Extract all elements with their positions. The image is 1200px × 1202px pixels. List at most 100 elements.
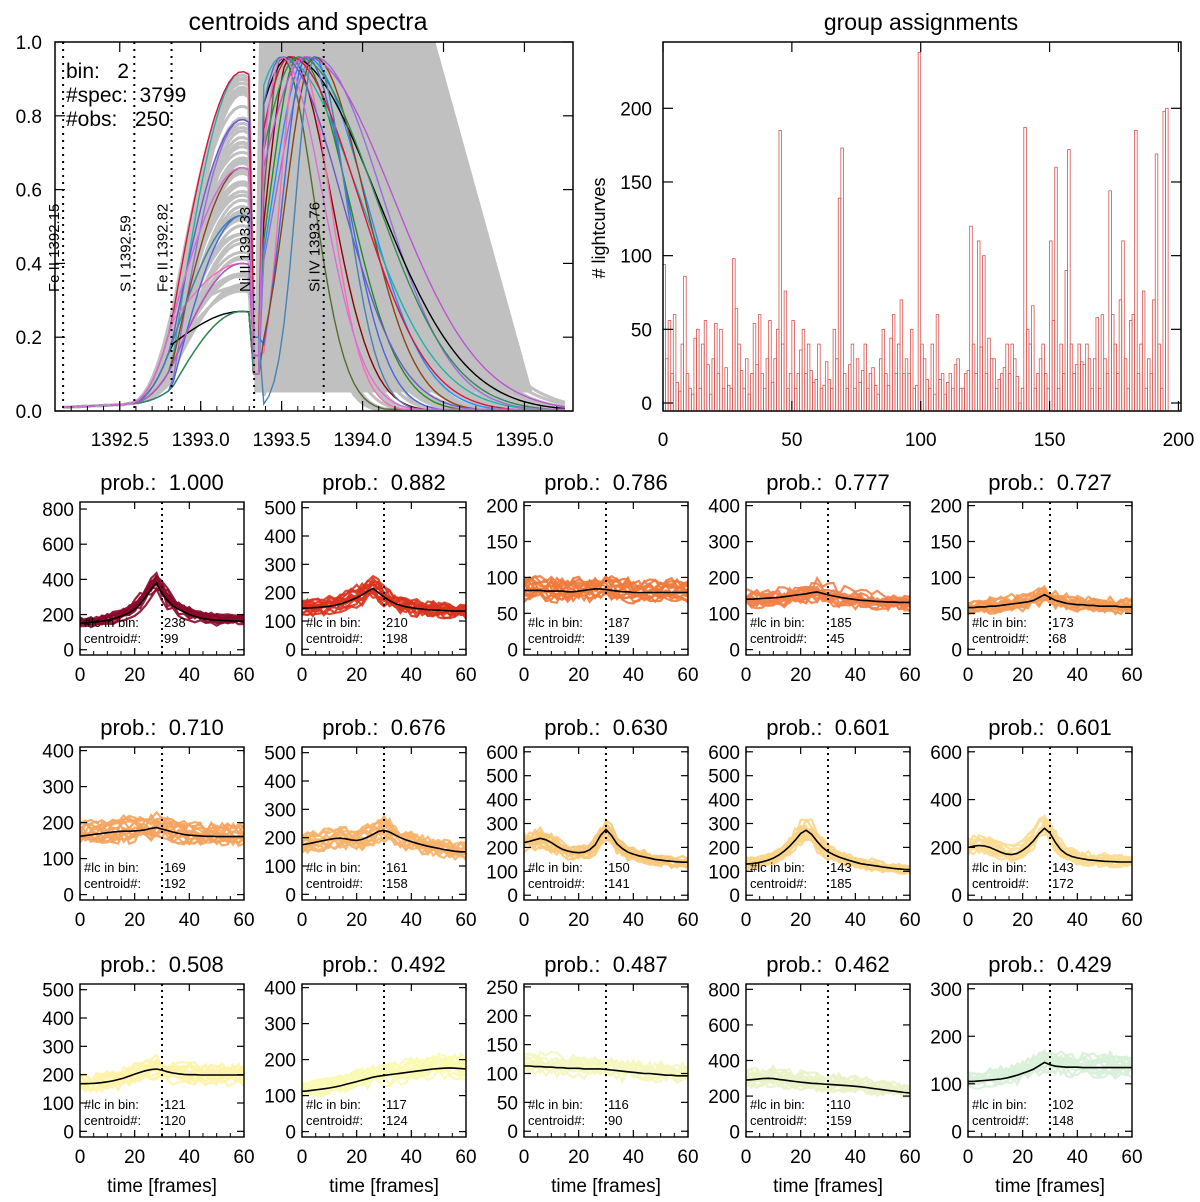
- lightcurve-lc-count: #lc in bin:: [84, 860, 139, 875]
- lightcurve-centroid: centroid#:: [84, 876, 141, 891]
- lightcurve-y-tick-label: 600: [930, 743, 962, 764]
- spectra-x-tick-label: 1394.5: [414, 430, 472, 451]
- lightcurve-x-tick-label: 60: [899, 665, 920, 686]
- lightcurve-y-tick-label: 200: [264, 584, 296, 605]
- individual-lightcurve: [80, 812, 244, 836]
- lightcurve-x-tick-label: 20: [346, 665, 367, 686]
- lightcurve-x-tick-label: 20: [790, 665, 811, 686]
- lightcurve-xlabel: time [frames]: [995, 1176, 1105, 1197]
- lightcurve-centroid-value: 68: [1052, 631, 1066, 646]
- lightcurve-y-tick-label: 0: [63, 886, 74, 907]
- lightcurve-centroid-value: 45: [830, 631, 844, 646]
- lightcurve-y-tick-label: 300: [264, 555, 296, 576]
- lightcurve-x-tick-label: 0: [963, 665, 974, 686]
- individual-lightcurve: [80, 1060, 244, 1081]
- lightcurve-plot-area: [746, 747, 910, 900]
- lightcurve-x-tick-label: 20: [124, 910, 145, 931]
- lightcurve-y-tick-label: 0: [285, 640, 296, 661]
- lightcurve-x-tick-label: 20: [790, 1147, 811, 1168]
- lightcurve-x-tick-label: 0: [963, 1147, 974, 1168]
- lightcurve-y-tick-label: 400: [930, 791, 962, 812]
- lightcurve-x-tick-label: 20: [568, 1147, 589, 1168]
- lightcurve-prob-title: prob.: 0.777: [766, 470, 890, 495]
- lightcurve-plot-area: [302, 747, 466, 900]
- lightcurve-centroid-value: 141: [608, 876, 630, 891]
- group-assignments-panel: group assignments 0 50 100 150 200 0 50 100 150 2…: [589, 9, 1194, 451]
- lightcurve-lc-count-value: 143: [830, 860, 852, 875]
- lightcurve-lc-count-value: 238: [164, 615, 186, 630]
- lightcurve-panel: prob.: 0.630 #lc in bin: 150 centroid#: 141 0…: [486, 715, 698, 931]
- individual-lightcurve: [80, 571, 244, 623]
- lightcurve-centroid: centroid#:: [306, 876, 363, 891]
- lightcurve-plot-area: [746, 984, 910, 1137]
- lightcurve-panel: prob.: 0.676 #lc in bin: 161 centroid#: 158 0…: [264, 715, 476, 931]
- lightcurve-x-tick-label: 60: [677, 665, 698, 686]
- lightcurve-centroid-value: 90: [608, 1113, 622, 1128]
- lightcurve-x-tick-label: 40: [623, 910, 644, 931]
- lightcurve-y-tick-label: 200: [486, 838, 518, 859]
- lightcurve-x-tick-label: 0: [741, 665, 752, 686]
- lightcurve-panel: prob.: 0.727 #lc in bin: 173 centroid#: 68 0 2…: [930, 470, 1142, 686]
- lightcurve-y-tick-label: 200: [930, 1027, 962, 1048]
- histogram-bar: [1134, 130, 1138, 412]
- lightcurve-x-tick-label: 0: [519, 665, 530, 686]
- mean-lightcurve: [968, 593, 1132, 609]
- lightcurve-y-tick-label: 500: [264, 499, 296, 520]
- lightcurve-lc-count: #lc in bin:: [528, 615, 583, 630]
- lightcurve-y-tick-label: 250: [486, 978, 518, 999]
- lightcurve-lc-count: #lc in bin:: [306, 1097, 361, 1112]
- mean-lightcurve: [746, 591, 910, 604]
- lightcurve-panel: prob.: 0.710 #lc in bin: 169 centroid#: 192 0…: [42, 715, 254, 931]
- lightcurve-y-tick-label: 300: [708, 815, 740, 836]
- lightcurve-y-tick-label: 400: [708, 497, 740, 518]
- lightcurve-x-tick-label: 20: [568, 665, 589, 686]
- lightcurve-centroid: centroid#:: [750, 1113, 807, 1128]
- lightcurve-centroid: centroid#:: [972, 631, 1029, 646]
- mean-lightcurve: [524, 828, 688, 863]
- spectral-line-label: S I 1392.59: [117, 215, 134, 292]
- spectra-x-tick-label: 1395.0: [495, 430, 553, 451]
- spectra-panel: centroids and spectra Fe II 1392.15 S I 1…: [16, 8, 574, 451]
- lightcurve-centroid-value: 172: [1052, 876, 1074, 891]
- individual-lightcurve: [80, 583, 244, 625]
- lightcurve-x-tick-label: 60: [455, 910, 476, 931]
- lightcurve-y-tick-label: 200: [264, 1051, 296, 1072]
- lightcurve-x-tick-label: 20: [124, 665, 145, 686]
- individual-lightcurve: [968, 1058, 1132, 1087]
- lightcurve-y-tick-label: 200: [930, 497, 962, 518]
- lightcurve-plot-area: [302, 984, 466, 1137]
- lightcurve-y-tick-label: 400: [264, 772, 296, 793]
- lightcurve-y-tick-label: 200: [42, 814, 74, 835]
- lightcurve-centroid: centroid#:: [306, 1113, 363, 1128]
- histogram-x-tick-label: 50: [781, 430, 802, 451]
- lightcurve-centroid-value: 124: [386, 1113, 408, 1128]
- lightcurve-lc-count-value: 187: [608, 615, 630, 630]
- lightcurve-x-tick-label: 20: [1012, 1147, 1033, 1168]
- histogram-bar: [1165, 107, 1169, 412]
- histogram-y-tick-label: 200: [620, 99, 652, 120]
- lightcurve-x-tick-label: 20: [346, 1147, 367, 1168]
- lightcurve-x-tick-label: 40: [1067, 910, 1088, 931]
- lightcurve-y-tick-label: 0: [507, 886, 518, 907]
- lightcurve-panel: prob.: 0.882 #lc in bin: 210 centroid#: 198 0…: [264, 470, 476, 686]
- spectra-y-tick-label: 0.4: [16, 254, 43, 275]
- lightcurve-prob-title: prob.: 0.786: [544, 470, 668, 495]
- lightcurve-plot-area: [968, 984, 1132, 1137]
- histogram-bars: [662, 51, 1169, 412]
- histogram-bar: [840, 147, 844, 412]
- lightcurve-x-tick-label: 40: [623, 1147, 644, 1168]
- lightcurve-y-tick-label: 400: [264, 527, 296, 548]
- spectral-line-label: Si IV 1393.76: [307, 202, 324, 292]
- lightcurve-prob-title: prob.: 0.727: [988, 470, 1112, 495]
- lightcurve-lc-count-value: 150: [608, 860, 630, 875]
- mean-lightcurve: [80, 826, 244, 838]
- lightcurve-y-tick-label: 500: [42, 981, 74, 1002]
- mean-lightcurve: [746, 1077, 910, 1094]
- lightcurve-plot-area: [80, 747, 244, 900]
- lightcurve-x-tick-label: 60: [455, 1147, 476, 1168]
- lightcurve-centroid-value: 148: [1052, 1113, 1074, 1128]
- lightcurve-lc-count-value: 143: [1052, 860, 1074, 875]
- individual-lightcurve: [968, 816, 1132, 861]
- lightcurve-prob-title: prob.: 0.429: [988, 952, 1112, 977]
